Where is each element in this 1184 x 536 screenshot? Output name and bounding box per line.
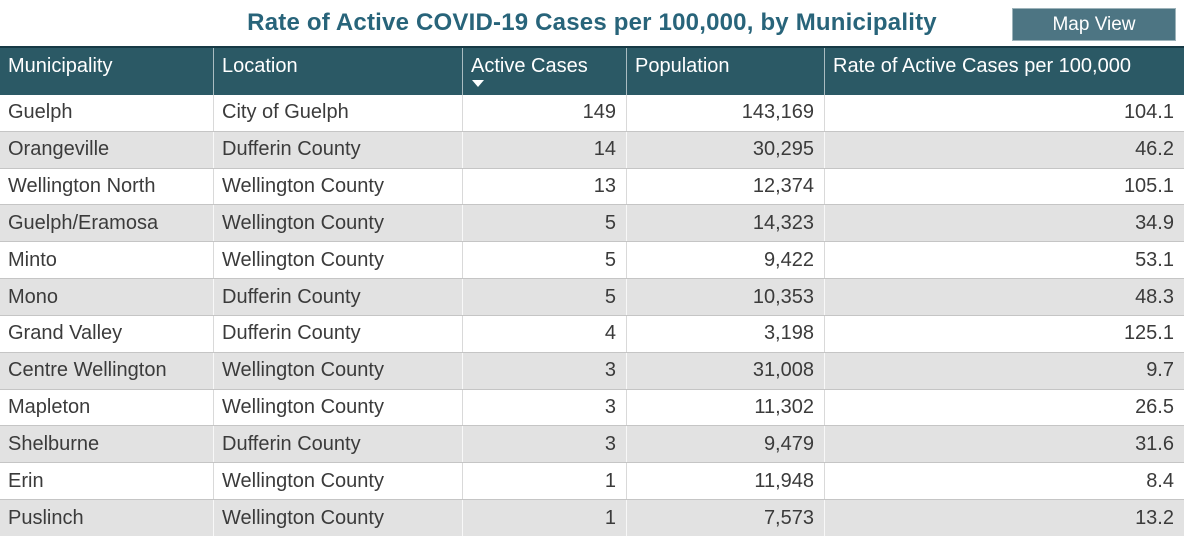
column-header-rate[interactable]: Rate of Active Cases per 100,000 bbox=[824, 48, 1184, 95]
cell-population: 11,948 bbox=[626, 463, 824, 500]
cell-active-cases: 149 bbox=[462, 95, 626, 131]
cell-municipality: Centre Wellington bbox=[8, 359, 167, 382]
cell-municipality: Guelph bbox=[8, 101, 73, 124]
cell-location: Dufferin County bbox=[213, 315, 462, 352]
cell-location: Dufferin County bbox=[213, 279, 462, 315]
column-header-population[interactable]: Population bbox=[626, 48, 824, 95]
cell-municipality: Puslinch bbox=[8, 506, 84, 529]
table-row[interactable]: Guelph City of Guelph 149 143,169 104.1 bbox=[0, 95, 1184, 131]
cell-active-cases: 5 bbox=[462, 242, 626, 279]
cell-active-cases: 5 bbox=[462, 205, 626, 242]
cell-population: 7,573 bbox=[626, 500, 824, 536]
cell-rate: 34.9 bbox=[824, 205, 1184, 242]
cell-municipality: Wellington North bbox=[8, 175, 156, 198]
cell-location: Wellington County bbox=[213, 500, 462, 536]
cell-active-cases: 4 bbox=[462, 315, 626, 352]
column-header-label: Population bbox=[635, 55, 730, 77]
table-row[interactable]: Shelburne Dufferin County 3 9,479 31.6 bbox=[0, 425, 1184, 463]
cell-location: City of Guelph bbox=[213, 95, 462, 131]
cell-rate: 9.7 bbox=[824, 352, 1184, 389]
cell-municipality: Mapleton bbox=[8, 396, 91, 419]
cell-active-cases: 14 bbox=[462, 131, 626, 168]
cell-population: 30,295 bbox=[626, 131, 824, 168]
cell-location: Wellington County bbox=[213, 168, 462, 205]
table-row[interactable]: Wellington North Wellington County 13 12,37… bbox=[0, 167, 1184, 205]
table-body: Guelph City of Guelph 149 143,169 104.1 Orang… bbox=[0, 95, 1184, 536]
cell-active-cases: 5 bbox=[462, 279, 626, 315]
cell-rate: 46.2 bbox=[824, 131, 1184, 168]
sort-desc-icon bbox=[472, 80, 484, 87]
cell-population: 9,422 bbox=[626, 242, 824, 279]
table-row[interactable]: Orangeville Dufferin County 14 30,295 46.2 bbox=[0, 130, 1184, 168]
table-row[interactable]: Puslinch Wellington County 1 7,573 13.2 bbox=[0, 499, 1184, 536]
title-bar: Rate of Active COVID-19 Cases per 100,00… bbox=[0, 0, 1184, 46]
cell-active-cases: 1 bbox=[462, 463, 626, 500]
cell-rate: 53.1 bbox=[824, 242, 1184, 279]
cell-active-cases: 3 bbox=[462, 426, 626, 463]
page-title: Rate of Active COVID-19 Cases per 100,00… bbox=[247, 9, 937, 36]
cell-active-cases: 13 bbox=[462, 168, 626, 205]
column-header-label: Municipality bbox=[8, 55, 113, 77]
cell-location: Dufferin County bbox=[213, 426, 462, 463]
cell-rate: 105.1 bbox=[824, 168, 1184, 205]
column-header-location[interactable]: Location bbox=[213, 48, 462, 95]
cell-municipality: Grand Valley bbox=[8, 322, 123, 345]
cell-municipality: Minto bbox=[8, 248, 57, 271]
cell-municipality: Orangeville bbox=[8, 138, 110, 161]
table-row[interactable]: Erin Wellington County 1 11,948 8.4 bbox=[0, 462, 1184, 500]
cell-population: 143,169 bbox=[626, 95, 824, 131]
cell-location: Wellington County bbox=[213, 205, 462, 242]
cell-population: 10,353 bbox=[626, 279, 824, 315]
cell-location: Wellington County bbox=[213, 389, 462, 426]
column-header-label: Rate of Active Cases per 100,000 bbox=[833, 55, 1131, 77]
cell-municipality: Erin bbox=[8, 469, 44, 492]
map-view-button[interactable]: Map View bbox=[1012, 8, 1176, 41]
table-row[interactable]: Grand Valley Dufferin County 4 3,198 125.1 bbox=[0, 314, 1184, 352]
cell-population: 9,479 bbox=[626, 426, 824, 463]
cell-population: 31,008 bbox=[626, 352, 824, 389]
cell-population: 12,374 bbox=[626, 168, 824, 205]
table-row[interactable]: Minto Wellington County 5 9,422 53.1 bbox=[0, 241, 1184, 279]
cell-location: Wellington County bbox=[213, 242, 462, 279]
cell-location: Wellington County bbox=[213, 352, 462, 389]
column-header-active-cases[interactable]: Active Cases bbox=[462, 48, 626, 95]
cell-rate: 125.1 bbox=[824, 315, 1184, 352]
cell-rate: 104.1 bbox=[824, 95, 1184, 131]
cell-rate: 26.5 bbox=[824, 389, 1184, 426]
cell-population: 14,323 bbox=[626, 205, 824, 242]
cell-municipality: Guelph/Eramosa bbox=[8, 211, 159, 234]
cell-location: Wellington County bbox=[213, 463, 462, 500]
cell-active-cases: 3 bbox=[462, 352, 626, 389]
cell-location: Dufferin County bbox=[213, 131, 462, 168]
table-row[interactable]: Mono Dufferin County 5 10,353 48.3 bbox=[0, 278, 1184, 315]
cell-population: 11,302 bbox=[626, 389, 824, 426]
cell-rate: 31.6 bbox=[824, 426, 1184, 463]
cell-municipality: Mono bbox=[8, 285, 59, 308]
table-header-row: Municipality Location Active Cases Populati… bbox=[0, 46, 1184, 95]
cell-rate: 8.4 bbox=[824, 463, 1184, 500]
cell-rate: 48.3 bbox=[824, 279, 1184, 315]
column-header-label: Location bbox=[222, 55, 298, 77]
table-row[interactable]: Guelph/Eramosa Wellington County 5 14,323 34… bbox=[0, 204, 1184, 242]
cell-population: 3,198 bbox=[626, 315, 824, 352]
column-header-municipality[interactable]: Municipality bbox=[0, 48, 213, 95]
cell-municipality: Shelburne bbox=[8, 432, 100, 455]
cell-active-cases: 1 bbox=[462, 500, 626, 536]
column-header-label: Active Cases bbox=[471, 55, 588, 77]
cell-active-cases: 3 bbox=[462, 389, 626, 426]
cell-rate: 13.2 bbox=[824, 500, 1184, 536]
table-row[interactable]: Mapleton Wellington County 3 11,302 26.5 bbox=[0, 388, 1184, 426]
table-row[interactable]: Centre Wellington Wellington County 3 31,00… bbox=[0, 351, 1184, 389]
